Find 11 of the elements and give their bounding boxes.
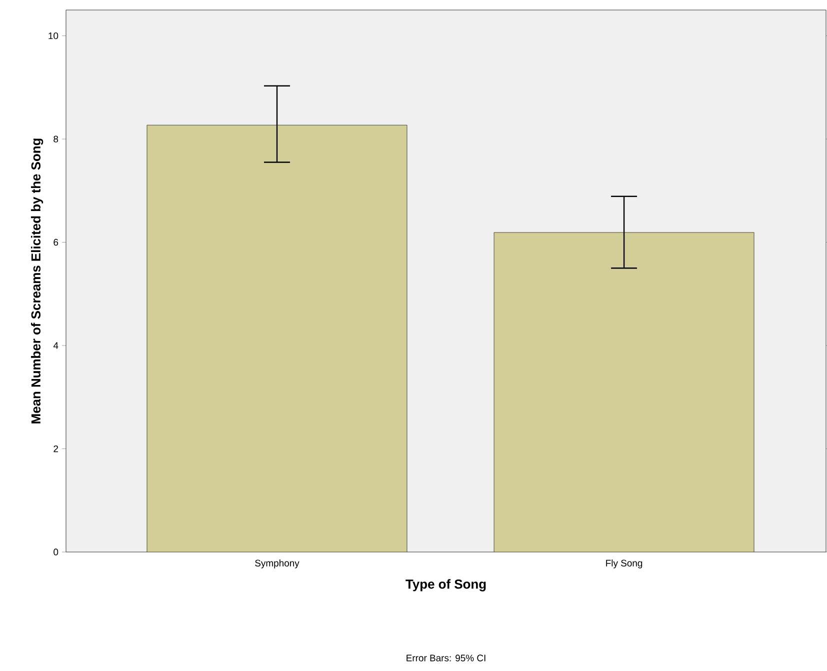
y-tick-label: 0 — [54, 548, 58, 556]
y-tick-label: 8 — [54, 136, 58, 142]
y-tick-label: 10 — [48, 32, 58, 40]
x-tick-label: Symphony — [255, 560, 300, 568]
y-tick-label: 6 — [54, 238, 58, 246]
y-axis-title: Mean Number of Screams Elicited by the Song — [30, 138, 44, 424]
y-tick-label: 2 — [54, 445, 58, 452]
x-axis-title: Type of Song — [406, 579, 486, 592]
text: Error Bars: 95% CI — [406, 654, 486, 662]
x-tick-label: Fly Song — [606, 560, 642, 568]
y-tick-label: 4 — [53, 342, 58, 349]
